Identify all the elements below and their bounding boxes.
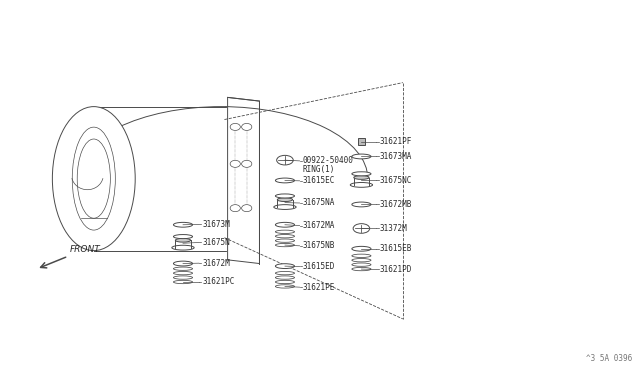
Text: 31621PE: 31621PE — [303, 283, 335, 292]
Ellipse shape — [172, 245, 194, 250]
Ellipse shape — [230, 160, 241, 167]
Text: RING(1): RING(1) — [303, 164, 335, 173]
Text: FRONT: FRONT — [70, 245, 100, 254]
Ellipse shape — [277, 198, 292, 202]
Ellipse shape — [173, 261, 193, 266]
Ellipse shape — [173, 235, 193, 238]
Text: 31621PC: 31621PC — [202, 278, 234, 286]
Ellipse shape — [230, 205, 241, 212]
Ellipse shape — [52, 107, 135, 251]
Ellipse shape — [275, 264, 294, 269]
Text: 31621PF: 31621PF — [380, 137, 412, 146]
Ellipse shape — [230, 124, 241, 131]
Ellipse shape — [352, 202, 371, 207]
Text: 31615ED: 31615ED — [303, 262, 335, 271]
Ellipse shape — [354, 176, 369, 179]
Text: 31672MB: 31672MB — [380, 200, 412, 209]
Text: 00922-50400: 00922-50400 — [303, 156, 354, 166]
Ellipse shape — [173, 222, 193, 227]
Text: 31615EB: 31615EB — [380, 244, 412, 253]
Ellipse shape — [203, 107, 252, 251]
Polygon shape — [228, 97, 259, 263]
Ellipse shape — [352, 172, 371, 176]
Text: 31675NA: 31675NA — [303, 199, 335, 208]
Ellipse shape — [275, 178, 294, 183]
Text: 31372M: 31372M — [380, 224, 407, 233]
Ellipse shape — [275, 194, 294, 198]
Polygon shape — [94, 107, 228, 251]
Ellipse shape — [352, 246, 371, 251]
Ellipse shape — [77, 139, 110, 218]
Text: 31672MA: 31672MA — [303, 221, 335, 230]
Ellipse shape — [352, 154, 371, 159]
Ellipse shape — [275, 222, 294, 227]
Ellipse shape — [274, 205, 296, 209]
Text: 31675NC: 31675NC — [380, 176, 412, 185]
Ellipse shape — [242, 160, 252, 167]
Ellipse shape — [175, 238, 191, 242]
Text: 31673MA: 31673MA — [380, 152, 412, 161]
Ellipse shape — [350, 183, 372, 187]
Text: 31615EC: 31615EC — [303, 176, 335, 185]
Ellipse shape — [242, 124, 252, 131]
Ellipse shape — [242, 205, 252, 212]
Text: ^3 5A 0396: ^3 5A 0396 — [586, 354, 632, 363]
Text: 31673M: 31673M — [202, 220, 230, 229]
Text: 31675N: 31675N — [202, 238, 230, 247]
FancyBboxPatch shape — [358, 138, 365, 145]
Text: 31672M: 31672M — [202, 259, 230, 268]
Text: 31675NB: 31675NB — [303, 241, 335, 250]
Text: 31621PD: 31621PD — [380, 265, 412, 274]
